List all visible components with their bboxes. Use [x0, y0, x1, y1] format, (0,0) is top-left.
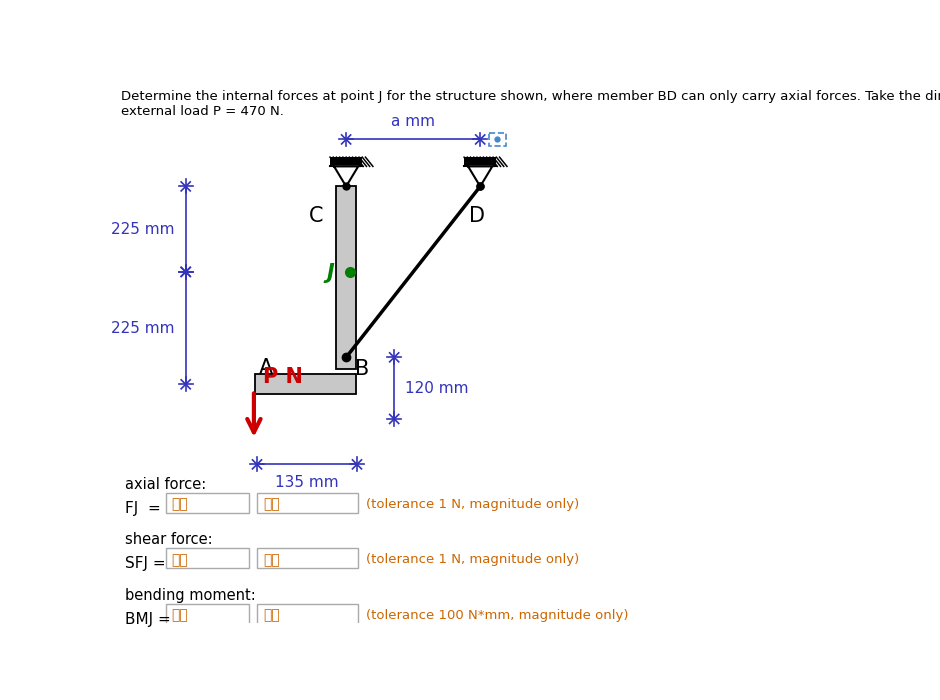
Text: 135 mm: 135 mm	[275, 475, 338, 490]
Text: 单位: 单位	[263, 498, 280, 512]
Text: 数字: 数字	[172, 608, 189, 622]
Text: D: D	[469, 206, 485, 226]
Bar	[489, 132, 506, 146]
Text: Determine the internal forces at point J for the structure shown, where member B: Determine the internal forces at point J…	[121, 90, 940, 118]
Text: (tolerance 1 N, magnitude only): (tolerance 1 N, magnitude only)	[366, 498, 579, 511]
Text: C: C	[308, 206, 322, 226]
Text: (tolerance 100 N*mm, magnitude only): (tolerance 100 N*mm, magnitude only)	[366, 609, 628, 622]
Bar	[330, 157, 362, 167]
Text: 120 mm: 120 mm	[405, 381, 468, 395]
Text: P N: P N	[263, 368, 303, 387]
Text: (tolerance 1 N, magnitude only): (tolerance 1 N, magnitude only)	[366, 554, 579, 566]
Text: bending moment:: bending moment:	[125, 587, 256, 603]
Text: 单位: 单位	[263, 553, 280, 567]
Text: 225 mm: 225 mm	[111, 222, 175, 237]
Bar	[464, 157, 496, 167]
Text: FJ  =: FJ =	[125, 500, 161, 516]
Text: shear force:: shear force:	[125, 532, 212, 547]
Text: SFJ =: SFJ =	[125, 556, 165, 571]
Text: A: A	[258, 358, 273, 378]
Bar	[337, 186, 356, 370]
Text: 单位: 单位	[263, 608, 280, 622]
Polygon shape	[334, 167, 358, 186]
Bar	[330, 157, 362, 167]
Polygon shape	[468, 167, 493, 186]
Text: B: B	[355, 359, 369, 379]
Bar	[464, 157, 496, 167]
Bar	[256, 374, 356, 394]
FancyBboxPatch shape	[257, 603, 358, 624]
Text: a mm: a mm	[391, 114, 435, 130]
Text: 数字: 数字	[172, 553, 189, 567]
FancyBboxPatch shape	[165, 493, 249, 513]
Text: J: J	[326, 263, 334, 284]
FancyBboxPatch shape	[257, 548, 358, 568]
FancyBboxPatch shape	[165, 548, 249, 568]
Text: 225 mm: 225 mm	[111, 321, 175, 335]
FancyBboxPatch shape	[257, 493, 358, 513]
Text: axial force:: axial force:	[125, 477, 207, 491]
Text: 数字: 数字	[172, 498, 189, 512]
Text: BMJ =: BMJ =	[125, 612, 171, 626]
FancyBboxPatch shape	[165, 603, 249, 624]
